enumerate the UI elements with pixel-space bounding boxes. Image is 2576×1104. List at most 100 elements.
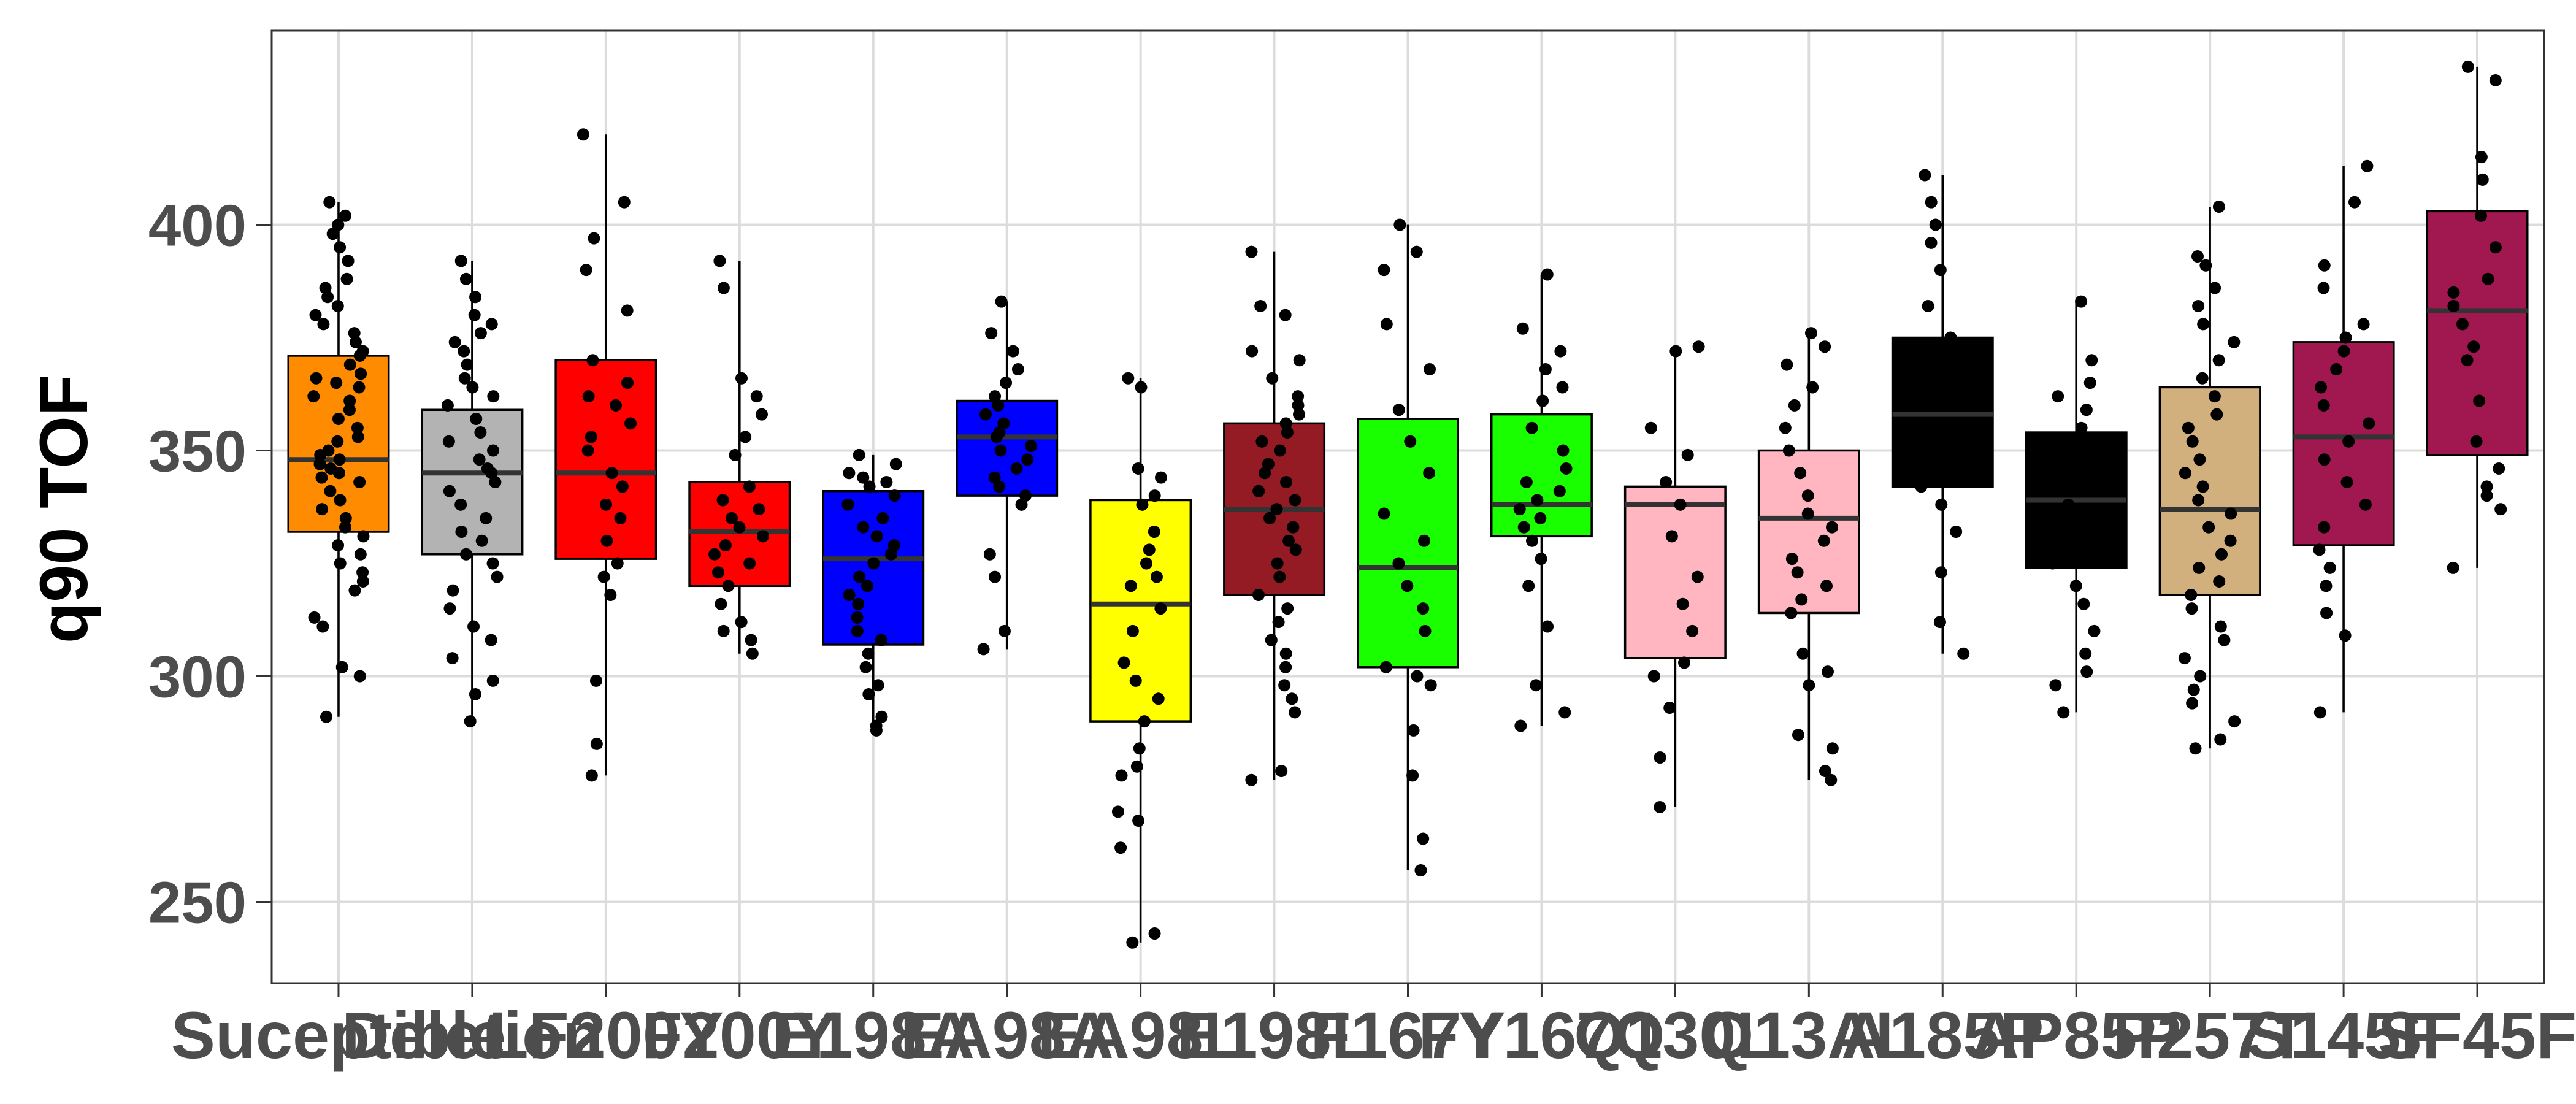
data-point bbox=[1560, 462, 1573, 475]
box-ea98l bbox=[1089, 378, 1192, 943]
data-point bbox=[307, 390, 320, 403]
data-point bbox=[351, 421, 364, 434]
data-point bbox=[1785, 607, 1798, 619]
data-point bbox=[2474, 209, 2487, 222]
data-point bbox=[1262, 458, 1275, 470]
data-point bbox=[2228, 715, 2241, 728]
data-point bbox=[1513, 503, 1526, 516]
data-point bbox=[469, 688, 481, 700]
data-point bbox=[1917, 421, 1930, 434]
data-point bbox=[2062, 498, 2075, 511]
data-point bbox=[857, 471, 870, 484]
iqr-box bbox=[2158, 386, 2261, 596]
data-point bbox=[590, 737, 603, 750]
data-point bbox=[985, 327, 998, 340]
data-point bbox=[851, 624, 864, 637]
data-point bbox=[446, 652, 459, 665]
box-lf200y bbox=[554, 134, 657, 776]
data-point bbox=[1691, 570, 1704, 583]
data-point bbox=[1278, 679, 1291, 692]
data-point bbox=[867, 557, 880, 570]
data-point bbox=[1423, 467, 1436, 480]
data-point bbox=[356, 566, 369, 579]
data-point bbox=[2075, 295, 2088, 308]
data-point bbox=[468, 309, 481, 321]
data-point bbox=[750, 390, 763, 403]
x-axis-ticks: SuceptibleDeletionLF200YF200YE198AEA98AE… bbox=[171, 983, 2576, 1072]
data-point bbox=[2194, 670, 2207, 683]
data-point bbox=[605, 467, 618, 480]
data-point bbox=[487, 390, 500, 403]
data-point bbox=[1148, 927, 1161, 940]
data-point bbox=[1669, 345, 1682, 358]
data-point bbox=[739, 431, 752, 443]
data-point bbox=[1279, 417, 1292, 430]
data-point bbox=[2475, 151, 2488, 164]
data-point bbox=[1534, 512, 1547, 524]
data-point bbox=[716, 494, 729, 507]
data-point bbox=[332, 218, 345, 231]
data-point bbox=[2213, 575, 2226, 588]
data-point bbox=[2224, 534, 2237, 547]
data-point bbox=[1138, 715, 1151, 728]
y-tick-label: 400 bbox=[148, 193, 247, 258]
data-point bbox=[2080, 404, 2093, 416]
data-point bbox=[600, 534, 613, 547]
data-point bbox=[726, 512, 738, 524]
data-point bbox=[2357, 318, 2370, 331]
data-point bbox=[324, 485, 337, 497]
data-point bbox=[2214, 733, 2227, 746]
data-point bbox=[480, 512, 493, 524]
jitter-points bbox=[307, 60, 2507, 949]
data-point bbox=[735, 372, 748, 385]
x-tick-label: Q130L bbox=[1574, 998, 1776, 1072]
data-point bbox=[735, 616, 748, 629]
data-point bbox=[1293, 354, 1306, 367]
data-point bbox=[859, 661, 872, 673]
data-point bbox=[351, 431, 364, 443]
iqr-box bbox=[2426, 210, 2529, 456]
data-point bbox=[1124, 580, 1137, 592]
data-point bbox=[870, 719, 883, 732]
data-point bbox=[2063, 480, 2076, 493]
data-point bbox=[1796, 647, 1809, 660]
data-point bbox=[1279, 647, 1292, 660]
data-point bbox=[1536, 394, 1549, 407]
data-point bbox=[1803, 679, 1815, 692]
data-point bbox=[1795, 593, 1808, 606]
data-point bbox=[1792, 729, 1804, 742]
data-point bbox=[1011, 363, 1024, 376]
data-point bbox=[474, 426, 487, 439]
data-point bbox=[1289, 494, 1301, 507]
data-point bbox=[1273, 570, 1286, 583]
data-point bbox=[1126, 936, 1139, 949]
iqr-box bbox=[421, 408, 524, 556]
data-point bbox=[1132, 462, 1144, 475]
data-point bbox=[1150, 570, 1163, 583]
data-point bbox=[1010, 462, 1023, 475]
data-point bbox=[1135, 381, 1148, 394]
data-point bbox=[2197, 318, 2210, 331]
data-point bbox=[997, 417, 1010, 430]
data-point bbox=[1286, 692, 1298, 705]
data-point bbox=[330, 377, 343, 389]
data-point bbox=[1531, 494, 1544, 507]
data-point bbox=[473, 453, 486, 466]
data-point bbox=[1292, 399, 1305, 412]
data-point bbox=[755, 408, 768, 421]
data-point bbox=[1819, 765, 1831, 778]
data-point bbox=[2337, 345, 2350, 358]
data-point bbox=[851, 611, 864, 624]
data-point bbox=[339, 521, 351, 534]
data-point bbox=[1938, 377, 1950, 389]
data-point bbox=[2057, 706, 2070, 719]
data-point bbox=[316, 620, 329, 633]
box-sf45f bbox=[2426, 66, 2529, 568]
data-point bbox=[998, 624, 1011, 637]
data-point bbox=[454, 255, 467, 267]
data-point bbox=[586, 354, 599, 367]
data-point bbox=[1419, 624, 1432, 637]
data-point bbox=[2192, 494, 2205, 507]
data-point bbox=[343, 358, 356, 371]
data-point bbox=[733, 521, 746, 534]
